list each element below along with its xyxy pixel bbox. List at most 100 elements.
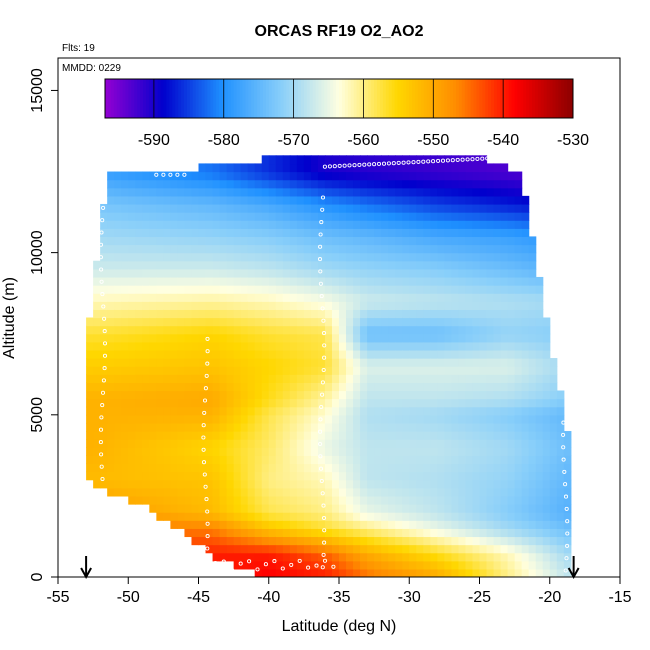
heatmap-cell bbox=[303, 512, 312, 521]
heatmap-cell bbox=[212, 325, 221, 335]
heatmap-cell bbox=[247, 341, 256, 351]
heatmap-cell bbox=[339, 552, 347, 562]
heatmap-cell bbox=[514, 374, 523, 383]
heatmap-cell bbox=[486, 244, 495, 254]
heatmap-cell bbox=[135, 463, 143, 473]
heatmap-cell bbox=[170, 333, 179, 343]
heatmap-cell bbox=[437, 268, 445, 278]
heatmap-cell bbox=[458, 268, 467, 278]
heatmap-cell bbox=[563, 479, 572, 489]
heatmap-cell bbox=[360, 195, 368, 205]
sample-point bbox=[337, 163, 342, 168]
heatmap-cell bbox=[486, 349, 495, 359]
heatmap-cell bbox=[423, 333, 431, 343]
heatmap-cell bbox=[317, 544, 326, 554]
heatmap-cell bbox=[156, 390, 164, 400]
heatmap-cell bbox=[360, 463, 368, 473]
heatmap-cell bbox=[296, 479, 305, 489]
heatmap-cell bbox=[416, 447, 424, 456]
heatmap-cell bbox=[219, 325, 228, 335]
sample-point bbox=[322, 540, 327, 545]
heatmap-cell bbox=[289, 455, 298, 465]
heatmap-cell bbox=[205, 487, 214, 497]
heatmap-cell bbox=[303, 528, 312, 538]
heatmap-cell bbox=[107, 325, 115, 335]
heatmap-cell bbox=[528, 422, 537, 432]
heatmap-cell bbox=[324, 179, 333, 189]
colorbar-tick-label: -530 bbox=[557, 132, 589, 149]
heatmap-cell bbox=[163, 325, 172, 335]
heatmap-cell bbox=[353, 439, 361, 448]
sample-point bbox=[514, 154, 519, 159]
heatmap-cell bbox=[486, 447, 495, 456]
heatmap-cell bbox=[486, 171, 495, 181]
heatmap-cell bbox=[465, 212, 474, 221]
heatmap-cell bbox=[268, 471, 277, 481]
heatmap-cell bbox=[233, 333, 242, 343]
heatmap-cell bbox=[282, 414, 291, 424]
heatmap-cell bbox=[170, 512, 179, 521]
heatmap-cell bbox=[535, 358, 544, 367]
heatmap-cell bbox=[303, 293, 312, 302]
heatmap-cell bbox=[128, 333, 136, 343]
heatmap-cell bbox=[416, 325, 424, 335]
heatmap-cell bbox=[563, 536, 572, 546]
heatmap-cell bbox=[142, 220, 150, 229]
heatmap-cell bbox=[479, 447, 488, 456]
heatmap-cell bbox=[296, 325, 305, 335]
heatmap-cell bbox=[507, 422, 516, 432]
heatmap-cell bbox=[458, 495, 467, 505]
heatmap-cell bbox=[521, 544, 530, 554]
heatmap-cell bbox=[381, 520, 389, 529]
heatmap-cell bbox=[317, 390, 326, 400]
heatmap-cell bbox=[156, 398, 164, 408]
heatmap-cell bbox=[282, 228, 291, 238]
heatmap-cell bbox=[339, 195, 347, 205]
heatmap-cell bbox=[107, 285, 115, 294]
heatmap-cell bbox=[247, 382, 256, 392]
heatmap-cell bbox=[275, 439, 284, 448]
sample-point bbox=[318, 244, 323, 249]
heatmap-cell bbox=[128, 171, 136, 181]
heatmap-cell bbox=[528, 325, 537, 335]
heatmap-cell bbox=[156, 512, 164, 521]
heatmap-cell bbox=[458, 252, 467, 262]
sample-point bbox=[205, 546, 210, 551]
heatmap-cell bbox=[423, 544, 431, 554]
heatmap-cell bbox=[184, 317, 193, 327]
heatmap-cell bbox=[458, 560, 467, 570]
heatmap-cell bbox=[205, 195, 214, 205]
heatmap-cell bbox=[156, 374, 164, 383]
heatmap-cell bbox=[423, 520, 431, 529]
heatmap-cell bbox=[486, 487, 495, 497]
heatmap-cell bbox=[353, 309, 361, 319]
heatmap-cell bbox=[107, 187, 115, 197]
heatmap-cell bbox=[339, 293, 347, 302]
heatmap-cell bbox=[233, 309, 242, 319]
sample-point bbox=[319, 294, 324, 299]
heatmap-cell bbox=[409, 536, 417, 546]
heatmap-cell bbox=[528, 366, 537, 375]
heatmap-cell bbox=[233, 252, 242, 262]
heatmap-cell bbox=[381, 495, 389, 505]
heatmap-cell bbox=[388, 455, 396, 465]
heatmap-cell bbox=[289, 504, 298, 513]
heatmap-cell bbox=[430, 560, 438, 570]
heatmap-cell bbox=[324, 463, 333, 473]
heatmap-cell bbox=[331, 301, 340, 310]
heatmap-cell bbox=[247, 463, 256, 473]
heatmap-cell bbox=[409, 252, 417, 262]
sample-point bbox=[201, 447, 206, 452]
heatmap-cell bbox=[107, 212, 115, 221]
heatmap-cell bbox=[437, 195, 445, 205]
heatmap-cell bbox=[198, 171, 207, 181]
heatmap-cell bbox=[416, 212, 424, 221]
heatmap-cell bbox=[479, 236, 488, 246]
heatmap-cell bbox=[247, 228, 256, 238]
heatmap-cell bbox=[416, 528, 424, 538]
heatmap-cell bbox=[163, 244, 172, 254]
heatmap-cell bbox=[416, 455, 424, 465]
heatmap-cell bbox=[472, 398, 481, 408]
sample-point bbox=[201, 460, 207, 465]
heatmap-cell bbox=[212, 536, 221, 546]
